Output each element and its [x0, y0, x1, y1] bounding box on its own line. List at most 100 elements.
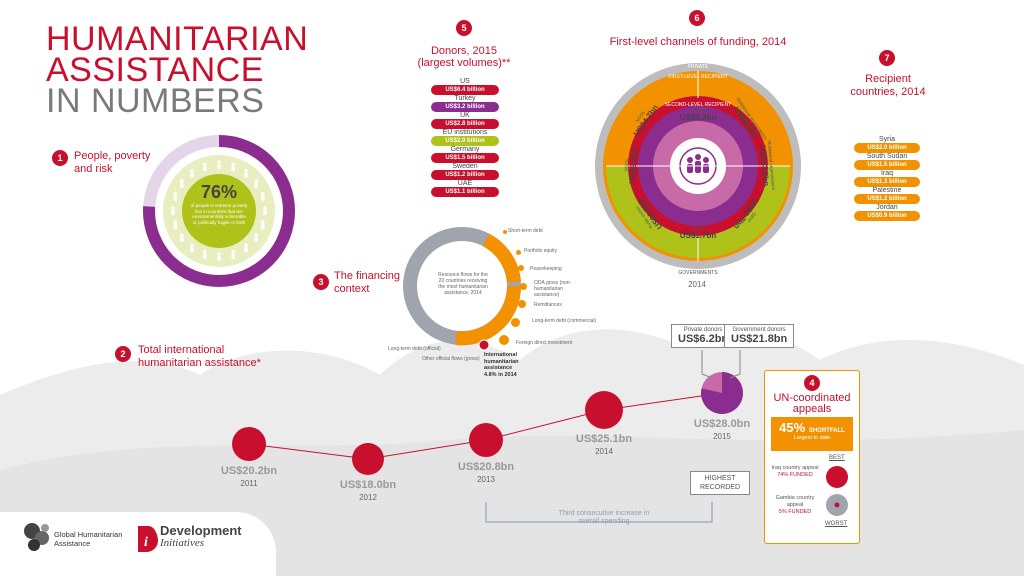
iha-share: 4.8% in 2014: [484, 371, 517, 378]
financing-label: Short-term debt: [508, 228, 543, 234]
channel-label: RCRC: [692, 108, 706, 113]
gha-logo-icon: [24, 523, 49, 551]
person-icon: [171, 206, 175, 215]
recipient-name: Jordan: [876, 204, 898, 211]
financing-ring-orange: [455, 285, 522, 346]
channel-value: US$13.9bn: [758, 145, 771, 187]
donors-subtitle: (largest volumes)**: [417, 57, 511, 69]
section-4-badge: 4: [804, 375, 820, 391]
person-icon: [231, 162, 236, 172]
channel-label: Multilateral organisations: [767, 140, 776, 191]
person-icon: [260, 191, 265, 201]
di-logo-text: Development Initiatives: [160, 524, 242, 550]
title-line-2: ASSISTANCE: [46, 51, 264, 89]
donor-value-pill: US$1.5 billion: [431, 153, 499, 163]
donor-value-pill: US$1.2 billion: [431, 170, 499, 180]
channel-label: NGOs: [635, 109, 647, 123]
timeline-point: [469, 423, 503, 457]
person-icon: [179, 233, 184, 243]
iraq-appeal-label: Iraq country appeal: [771, 465, 819, 471]
timeline-point-government-share: [701, 372, 743, 415]
page-title: HUMANITARIAN ASSISTANCE IN NUMBERS: [46, 20, 309, 120]
highest-recorded-box: HIGHEST RECORDED: [690, 471, 750, 495]
poverty-donut: [143, 135, 295, 287]
wheel-first-level-label: FIRST-LEVEL RECIPIENT: [668, 74, 727, 80]
title-line-1: HUMANITARIAN: [46, 20, 309, 58]
section-7-label: Recipient countries, 2014: [850, 73, 926, 98]
consecutive-bracket: [485, 502, 713, 523]
worst-label: WORST: [825, 521, 848, 527]
shortfall-box: 45% SHORTFALL Largest to date: [771, 417, 853, 451]
timeline-value: US$25.1bn: [575, 433, 633, 445]
recipient-list: Syria US$2.0 billion South Sudan US$1.5 bil…: [854, 136, 920, 221]
section-5-label: Donors, 2015 (largest volumes)**: [405, 45, 523, 69]
timeline-value: US$28.0bn: [693, 418, 751, 430]
person-icon: [217, 252, 221, 261]
person-icon: [190, 168, 194, 178]
person-icon: [173, 191, 178, 201]
donor-list: US US$6.4 billion Turkey US$3.2 billion UK US…: [431, 78, 499, 197]
financing-dot: [519, 282, 527, 290]
person-icon: [254, 233, 259, 243]
timeline-year: 2013: [477, 475, 495, 484]
people-icons: [171, 160, 267, 261]
donor-name: Turkey: [454, 95, 476, 102]
gambia-appeal-label: Gambia country appeal: [775, 495, 815, 508]
best-label: BEST: [829, 455, 845, 461]
wheel-year: 2014: [688, 280, 706, 289]
donor-name: Germany: [450, 146, 480, 153]
recipient-name: South Sudan: [866, 153, 908, 160]
poverty-core: [182, 174, 256, 248]
timeline-year: 2015: [713, 432, 731, 441]
person-icon: [231, 249, 236, 259]
iha-marker: [478, 339, 490, 351]
section-1-badge: 1: [52, 150, 68, 166]
government-donors-value: US$21.8bn: [731, 333, 788, 345]
timeline-value: US$20.8bn: [457, 461, 515, 473]
iraq-funded: 74% FUNDED: [777, 472, 813, 478]
financing-dot: [510, 317, 520, 327]
financing-label: Remittances: [534, 302, 562, 308]
channel-value: US$3.2bn: [627, 147, 639, 184]
section-2-badge: 2: [115, 346, 131, 362]
financing-ring-orange-top: [482, 233, 521, 283]
appeals-panel: 4 UN-coordinated appeals 45% SHORTFALL L…: [764, 370, 860, 544]
title-line-3: IN NUMBERS: [46, 82, 265, 120]
section-4-label: UN-coordinated appeals: [773, 392, 851, 415]
iha-label: International humanitarian assistance 4.…: [484, 352, 544, 378]
poverty-stat: 76% of people in extreme poverty live in…: [190, 182, 248, 225]
di-logo-line-1: Development: [160, 523, 242, 538]
recipient-value-pill: US$2.0 billion: [854, 143, 920, 153]
wheel-private-label: PRIVATE: [688, 64, 709, 70]
person-icon: [244, 243, 248, 253]
donors-title: Donors, 2015: [430, 45, 498, 57]
private-donors-label: Private donors: [683, 327, 723, 333]
timeline-value: US$20.2bn: [220, 465, 278, 477]
iraq-funded-circle: [826, 466, 848, 488]
channel-value: US$1.7bn: [680, 231, 717, 240]
financing-dot: [515, 249, 521, 255]
donor-value-pill: US$2.8 billion: [431, 119, 499, 129]
channel-value: US$0.3bn: [680, 113, 717, 122]
shortfall-subtitle: Largest to date: [793, 435, 831, 441]
person-icon: [244, 168, 248, 178]
shortfall-percent: 45%: [779, 420, 806, 435]
financing-dot: [518, 300, 526, 308]
donor-value-pill: US$1.1 billion: [431, 187, 499, 197]
donor-value-pill: US$3.2 billion: [431, 102, 499, 112]
financing-label: Other official flows (gross): [422, 356, 480, 362]
iraq-appeal: Iraq country appeal 74% FUNDED: [771, 465, 819, 479]
timeline-year: 2014: [595, 447, 613, 456]
timeline-year: 2011: [240, 479, 258, 488]
section-6-label: First-level channels of funding, 2014: [609, 36, 787, 48]
recipient-name: Iraq: [880, 170, 894, 177]
poverty-ring-fill: [143, 135, 295, 287]
financing-dot: [503, 230, 507, 234]
section-7-badge: 7: [879, 50, 895, 66]
gambia-funded: 5% FUNDED: [778, 509, 812, 515]
person-icon: [179, 179, 184, 188]
iha-label-text: International humanitarian assistance: [484, 352, 519, 371]
financing-dot: [518, 265, 524, 271]
shortfall-word: SHORTFALL: [808, 428, 845, 434]
financing-label: Portfolio equity: [524, 248, 558, 254]
